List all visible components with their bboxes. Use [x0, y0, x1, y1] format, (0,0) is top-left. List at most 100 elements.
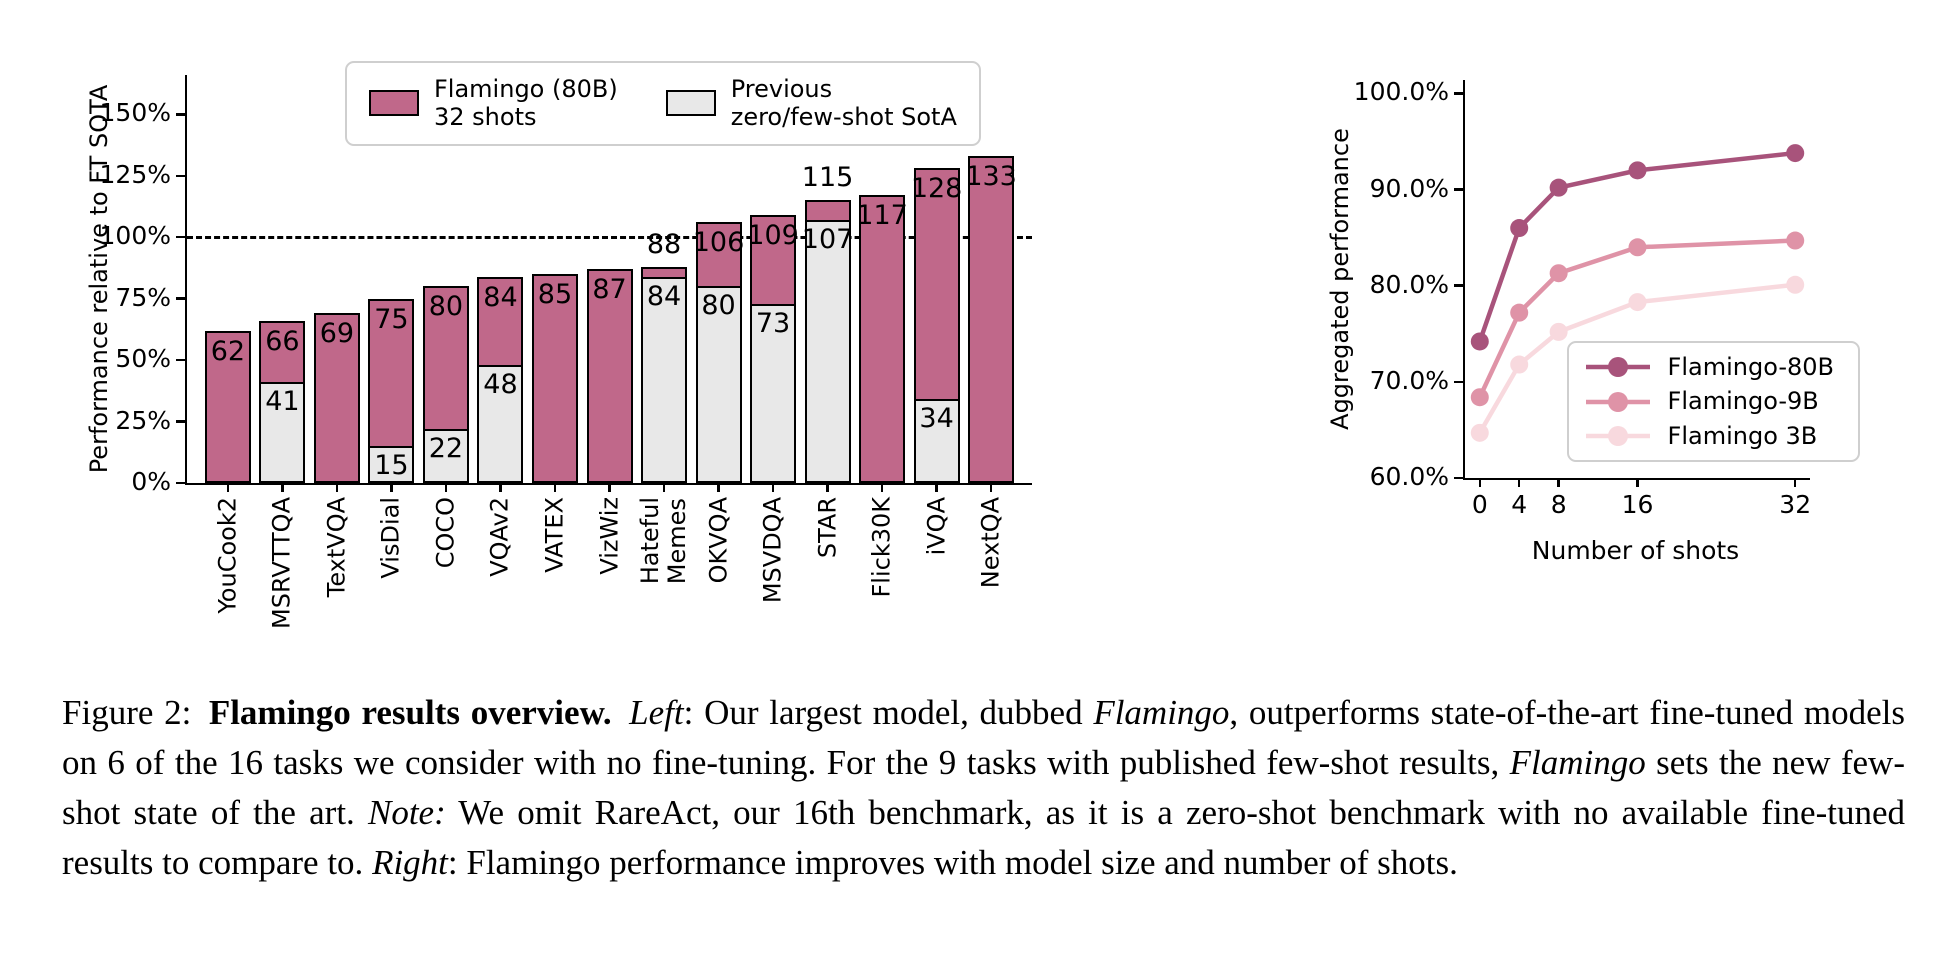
x-tick-mark: [1636, 478, 1639, 487]
x-tick-mark: [390, 483, 393, 492]
x-axis-label: VQAv2: [485, 497, 514, 577]
x-axis-label: YouCook2: [213, 497, 242, 614]
flamingo-value-label: 75: [374, 303, 409, 335]
data-point: [1628, 161, 1647, 180]
x-axis-label: MSVDQA: [758, 497, 787, 604]
y-tick-mark: [1454, 380, 1465, 384]
y-tick-label: 0%: [131, 467, 171, 496]
y-tick-mark: [1454, 188, 1465, 191]
flamingo-value-label: 66: [265, 325, 300, 357]
flamingo-value-label: 87: [592, 274, 627, 306]
prev-sota-value-label: 34: [919, 403, 954, 435]
caption-segment: Figure 2:: [62, 693, 209, 732]
y-tick-mark: [176, 420, 187, 423]
y-tick-mark: [176, 113, 187, 116]
legend-label: Flamingo-80B: [1667, 353, 1834, 382]
prev-sota-value-label: 41: [265, 386, 300, 418]
y-tick-label: 75%: [115, 282, 171, 312]
data-point: [1510, 303, 1529, 322]
flamingo-bar-swatch: [369, 90, 419, 117]
prev-sota-bar-swatch: [665, 90, 716, 117]
y-tick-label: 60.0%: [1369, 462, 1449, 491]
legend-item-flamingo-3b: Flamingo 3B: [1583, 422, 1834, 450]
prev-sota-bar: [913, 399, 960, 483]
x-tick-mark: [935, 483, 938, 492]
x-tick-label: 16: [1621, 490, 1654, 519]
legend-item-flamingo: Flamingo (80B) 32 shots: [369, 75, 618, 132]
flamingo-bar: [586, 269, 633, 483]
flamingo-bar: [204, 330, 251, 483]
data-point: [1786, 275, 1805, 294]
x-tick-mark: [1557, 478, 1560, 487]
x-tick-label: 0: [1471, 490, 1488, 519]
y-tick-label: 100%: [99, 221, 171, 251]
x-tick-mark: [226, 483, 230, 492]
flamingo-value-label: 88: [646, 228, 682, 260]
x-tick-label: 4: [1511, 490, 1528, 519]
flamingo-value-label: 106: [692, 227, 745, 259]
x-axis-label: OKVQA: [704, 497, 733, 584]
x-axis-label: MSRVTTQA: [267, 497, 296, 629]
prev-sota-value-label: 80: [701, 290, 736, 322]
prev-sota-value-label: 84: [646, 280, 682, 312]
data-point: [1549, 322, 1568, 341]
bar-chart-legend: Flamingo (80B) 32 shots Previous zero/fe…: [345, 61, 981, 146]
x-tick-mark: [880, 483, 884, 492]
y-tick-mark: [176, 235, 187, 239]
line-chart-legend: Flamingo-80B Flamingo-9B Flamingo 3B: [1566, 341, 1860, 462]
x-tick-mark: [717, 483, 720, 492]
x-axis-label: NextQA: [976, 497, 1005, 589]
x-axis-label: Flick30K: [867, 497, 896, 598]
x-axis-label: VizWiz: [595, 497, 623, 575]
y-tick-mark: [176, 297, 187, 300]
data-point: [1786, 144, 1805, 163]
y-tick-label: 70.0%: [1369, 365, 1449, 395]
caption-segment: : Our largest model, dubbed: [683, 693, 1094, 732]
x-axis-label: COCO: [431, 497, 460, 569]
legend-label: Flamingo 3B: [1667, 421, 1818, 450]
caption-segment: Note:: [367, 793, 446, 832]
legend-item-flamingo-9b: Flamingo-9B: [1583, 387, 1834, 415]
prev-sota-bar: [259, 382, 306, 483]
caption-segment: Right: [372, 843, 448, 882]
x-tick-mark: [1517, 478, 1521, 487]
x-tick-mark: [1793, 478, 1797, 487]
x-tick-mark: [608, 483, 611, 492]
line-chart-x-axis-label: Number of shots: [1531, 536, 1740, 565]
line-marker-icon: [1585, 425, 1650, 446]
figure-caption: Figure 2: Flamingo results overview. Lef…: [62, 688, 1905, 888]
caption-segment: Flamingo results overview.: [208, 693, 612, 732]
prev-sota-bar: [695, 286, 742, 483]
x-tick-label: 8: [1550, 490, 1567, 519]
flamingo-value-label: 84: [483, 281, 518, 313]
y-tick-label: 25%: [115, 405, 171, 435]
x-tick-mark: [281, 483, 284, 492]
relative-performance-bar-chart: Flamingo (80B) 32 shots Previous zero/fe…: [100, 61, 1032, 629]
x-tick-mark: [553, 483, 557, 492]
y-tick-label: 50%: [115, 344, 171, 374]
caption-segment: Left: [629, 693, 684, 732]
x-tick-label: 32: [1779, 490, 1812, 519]
legend-label: Previous zero/few-shot SotA: [730, 75, 957, 132]
x-tick-mark: [771, 483, 775, 492]
shots-performance-line-chart: Flamingo-80B Flamingo-9B Flamingo 3B 60.…: [1354, 77, 1860, 519]
data-point: [1470, 332, 1489, 351]
x-axis-label: VisDial: [376, 497, 405, 579]
y-tick-mark: [1454, 476, 1465, 480]
legend-item-flamingo-80b: Flamingo-80B: [1583, 353, 1834, 381]
flamingo-value-label: 62: [210, 335, 246, 367]
data-point: [1470, 423, 1489, 442]
line-series-plot: [1470, 144, 1805, 442]
flamingo-bar: [313, 313, 360, 483]
x-tick-mark: [499, 483, 502, 492]
x-axis-label: STAR: [813, 497, 842, 559]
line-marker-icon: [1585, 357, 1650, 378]
flamingo-bar: [531, 274, 578, 483]
prev-sota-value-label: 107: [801, 224, 854, 255]
prev-sota-bar: [641, 276, 688, 483]
y-tick-label: 100.0%: [1353, 77, 1449, 107]
prev-sota-value-label: 22: [428, 432, 464, 464]
flamingo-value-label: 85: [537, 279, 573, 311]
prev-sota-value-label: 15: [374, 450, 409, 482]
x-tick-mark: [989, 483, 993, 492]
